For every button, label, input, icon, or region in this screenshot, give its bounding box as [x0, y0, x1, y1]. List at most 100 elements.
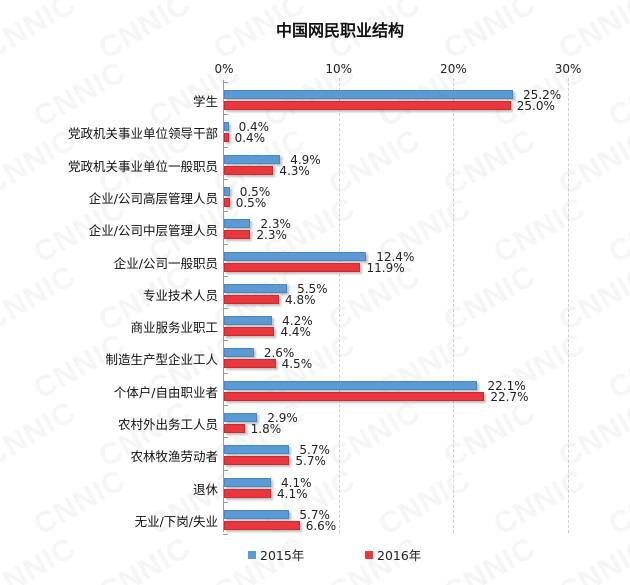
y-axis-tick	[223, 178, 228, 180]
value-label: 0.4%	[238, 120, 270, 135]
bar-2015年	[224, 90, 514, 99]
value-label: 5.7%	[299, 507, 330, 522]
bar-2016年	[224, 101, 511, 110]
x-tick-label: 30%	[554, 62, 582, 76]
bar-2015年	[224, 154, 281, 164]
bar-2016年	[224, 230, 251, 240]
value-label: 1.8%	[250, 422, 282, 436]
value-label: 2.9%	[267, 411, 298, 425]
bar-2016年	[224, 294, 280, 304]
category-label: 无业/下岗/失业	[134, 513, 218, 529]
bar-2016年	[224, 327, 275, 337]
category-label: 个体户/自由职业者	[113, 384, 218, 400]
watermark-text: CNNIC	[553, 531, 630, 585]
value-label: 4.1%	[281, 475, 312, 490]
y-axis-line	[223, 80, 224, 532]
category-label: 学生	[192, 94, 218, 109]
bar-2015年	[224, 316, 273, 326]
value-label: 0.5%	[239, 184, 271, 199]
category-label: 党政机关事业单位领导干部	[67, 126, 218, 142]
category-label: 退休	[192, 481, 218, 497]
watermark-text: CNNIC	[553, 395, 630, 474]
category-label: 企业/公司中层管理人员	[88, 223, 218, 239]
x-tick-label: 20%	[440, 62, 467, 76]
category-label: 企业/公司一般职员	[113, 255, 218, 271]
y-axis-tick	[223, 501, 228, 503]
watermark-text: CNNIC	[143, 463, 247, 542]
bar-2015年	[224, 380, 478, 390]
bar-2016年	[224, 456, 290, 466]
bar-2016年	[224, 165, 274, 175]
y-axis-tick	[223, 340, 228, 342]
category-label: 制造生产型企业工人	[105, 352, 218, 368]
bar-2015年	[224, 445, 290, 455]
y-axis-tick	[223, 243, 228, 245]
watermark-text: CNNIC	[603, 55, 630, 134]
value-label: 11.9%	[366, 260, 405, 275]
bar-2016年	[224, 424, 245, 433]
watermark-text: CNNIC	[603, 463, 630, 542]
bar-2015年	[224, 186, 230, 196]
value-label: 5.7%	[299, 443, 330, 458]
bar-2015年	[224, 413, 258, 422]
category-label: 党政机关事业单位一般职员	[67, 158, 218, 174]
y-axis-tick	[223, 275, 228, 277]
bar-2015年	[224, 348, 254, 358]
watermark-text: CNNIC	[553, 123, 630, 202]
category-label: 企业/公司高层管理人员	[88, 190, 218, 206]
value-label: 4.5%	[281, 357, 313, 372]
y-axis-tick	[223, 114, 228, 116]
y-axis-tick	[223, 469, 228, 471]
legend-item-2015: 2015年	[248, 545, 304, 564]
value-label: 6.6%	[305, 518, 337, 533]
value-label: 0.4%	[234, 131, 266, 146]
bar-2015年	[224, 509, 290, 519]
legend-swatch-2015	[248, 550, 256, 559]
bar-2016年	[224, 520, 300, 530]
y-axis-tick	[223, 308, 228, 310]
gridline	[453, 78, 455, 533]
watermark-text: CNNIC	[488, 191, 592, 270]
bar-2015年	[224, 251, 367, 261]
watermark-text: CNNIC	[603, 191, 630, 270]
value-label: 5.5%	[297, 281, 328, 296]
value-label: 25.2%	[523, 88, 562, 102]
value-label: 4.2%	[282, 314, 313, 329]
bar-2016年	[224, 197, 230, 207]
bar-2016年	[224, 488, 272, 498]
watermark-text: CNNIC	[373, 463, 477, 542]
y-axis-tick	[223, 534, 228, 536]
y-axis-tick	[223, 146, 228, 148]
value-label: 2.3%	[256, 228, 287, 243]
watermark-text: CNNIC	[28, 463, 132, 542]
value-label: 0.5%	[235, 195, 267, 210]
value-label: 12.4%	[376, 249, 415, 264]
bar-2015年	[224, 219, 251, 229]
watermark-text: CNNIC	[0, 531, 82, 585]
watermark-text: CNNIC	[0, 259, 82, 338]
value-label: 5.7%	[295, 454, 326, 469]
watermark-text: CNNIC	[553, 259, 630, 338]
legend-swatch-2016	[365, 550, 373, 559]
bar-2016年	[224, 391, 485, 401]
value-label: 4.4%	[280, 325, 311, 340]
x-tick-label: 0%	[214, 62, 234, 76]
value-label: 25.0%	[516, 99, 555, 113]
bar-2016年	[224, 133, 229, 143]
value-label: 2.6%	[263, 346, 295, 361]
bar-2015年	[224, 283, 288, 293]
gridline	[338, 78, 340, 533]
x-tick-label: 10%	[325, 62, 353, 76]
legend-label-2015: 2015年	[260, 548, 305, 563]
bar-2016年	[224, 359, 276, 369]
value-label: 4.9%	[290, 152, 321, 167]
category-label: 农林牧渔劳动者	[130, 449, 218, 465]
category-label: 专业技术人员	[142, 287, 218, 303]
gridline	[568, 78, 570, 533]
watermark-text: CNNIC	[488, 463, 592, 542]
category-label: 商业服务业职工	[130, 320, 218, 336]
y-axis-tick	[223, 211, 228, 213]
watermark-text: CNNIC	[438, 531, 542, 585]
watermark-text: CNNIC	[603, 327, 630, 406]
watermark-text: CNNIC	[93, 531, 197, 585]
